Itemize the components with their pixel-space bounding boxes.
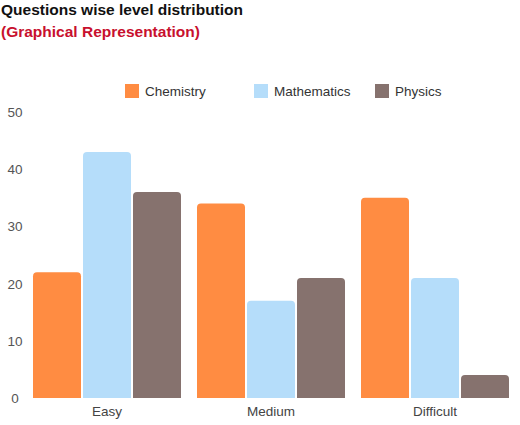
bar xyxy=(461,375,509,398)
y-tick-label: 50 xyxy=(7,105,22,120)
x-tick-label: Easy xyxy=(92,404,122,419)
y-tick-label: 20 xyxy=(7,277,22,292)
legend-label: Chemistry xyxy=(145,84,206,99)
legend-label: Mathematics xyxy=(274,84,351,99)
subtitle: (Graphical Representation) xyxy=(1,23,200,40)
legend-label: Physics xyxy=(395,84,442,99)
bar xyxy=(297,278,345,398)
chart-container: Questions wise level distribution (Graphi… xyxy=(0,0,520,425)
chart-svg: Questions wise level distribution (Graphi… xyxy=(0,0,520,425)
legend: Chemistry Mathematics Physics xyxy=(125,84,442,99)
bar xyxy=(197,204,245,398)
y-tick-label: 30 xyxy=(7,219,22,234)
bar xyxy=(361,198,409,398)
title: Questions wise level distribution xyxy=(1,1,243,18)
legend-swatch xyxy=(375,84,389,98)
x-tick-label: Medium xyxy=(247,404,295,419)
bar xyxy=(411,278,459,398)
y-axis: 0 10 20 30 40 50 xyxy=(7,105,23,406)
y-tick-label: 40 xyxy=(7,162,22,177)
x-tick-label: Difficult xyxy=(413,404,457,419)
legend-swatch xyxy=(254,84,268,98)
legend-swatch xyxy=(125,84,139,98)
bars xyxy=(33,152,509,398)
x-axis: Easy Medium Difficult xyxy=(92,404,457,419)
bar xyxy=(83,152,131,398)
y-tick-label: 10 xyxy=(7,334,22,349)
bar xyxy=(33,272,81,398)
y-tick-label: 0 xyxy=(11,391,19,406)
bar xyxy=(247,301,295,398)
bar xyxy=(133,192,181,398)
